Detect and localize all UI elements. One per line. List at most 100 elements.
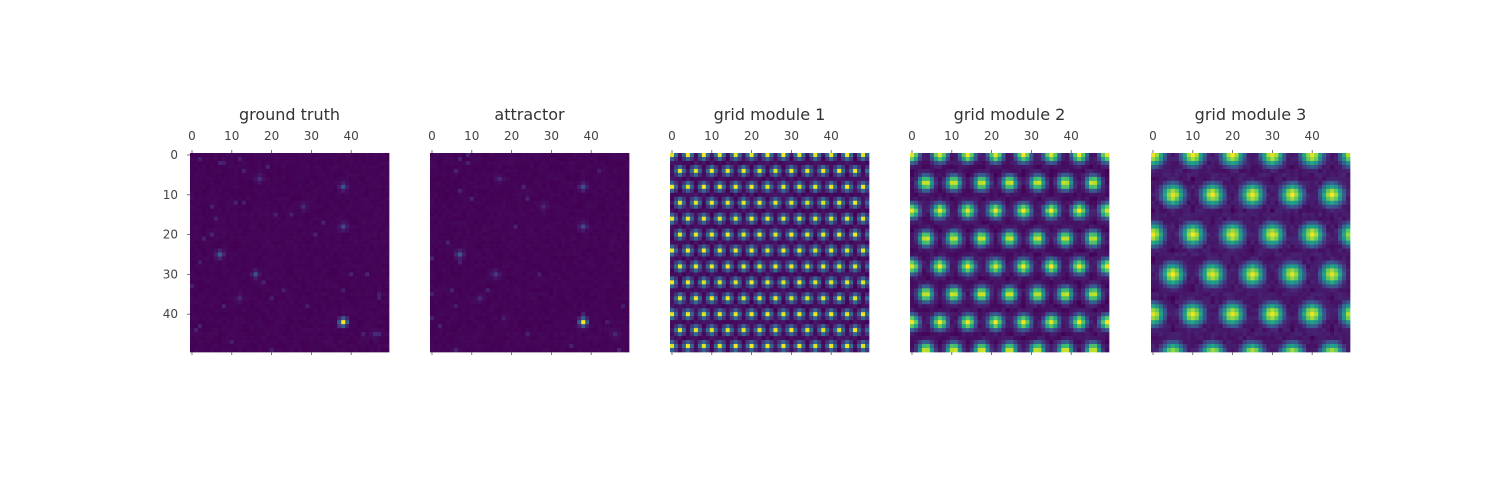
heatmap-cell: [265, 324, 270, 329]
heatmap-cell: [349, 216, 354, 222]
heatmap-cell: [513, 192, 518, 198]
heatmap-cell: [581, 228, 586, 233]
heatmap-cell: [573, 344, 578, 349]
heatmap-cell: [489, 153, 495, 158]
heatmap-cell: [381, 300, 386, 305]
heatmap-cell: [549, 332, 554, 337]
heatmap-cell: [293, 248, 298, 253]
heatmap-cell: [305, 156, 310, 162]
heatmap-cell: [249, 336, 255, 341]
heatmap-cell: [449, 196, 455, 202]
heatmap-cell: [449, 168, 455, 174]
heatmap-cell: [621, 192, 626, 198]
heatmap-cell: [437, 328, 443, 333]
heatmap-cell: [245, 264, 251, 269]
heatmap-cell: [201, 232, 207, 237]
heatmap-cell: [477, 320, 483, 325]
heatmap-cell: [233, 216, 239, 222]
heatmap-cell: [557, 196, 562, 202]
heatmap-cell: [341, 252, 346, 257]
heatmap-cell: [237, 304, 243, 309]
heatmap-cell: [385, 272, 390, 277]
heatmap-cell: [261, 268, 266, 273]
heatmap-cell: [233, 244, 239, 249]
heatmap-cell: [461, 248, 467, 253]
heatmap-cell: [521, 280, 526, 285]
y-tick-label: 20: [163, 228, 178, 242]
heatmap-cell: [517, 204, 522, 210]
heatmap-cell: [529, 160, 534, 166]
heatmap-cell: [257, 224, 262, 229]
heatmap-cell: [489, 264, 495, 269]
heatmap-cell: [565, 240, 570, 245]
heatmap-cell: [197, 168, 203, 174]
heatmap-cell: [449, 204, 455, 210]
heatmap-cell: [325, 244, 330, 249]
heatmap-cell: [273, 192, 278, 198]
heatmap-cell: [597, 176, 602, 182]
heatmap-cell: [289, 288, 294, 293]
heatmap-cell: [257, 244, 262, 249]
heatmap-cell: [553, 176, 558, 182]
heatmap-cell: [625, 220, 630, 225]
heatmap-cell: [261, 184, 266, 190]
heatmap-cell: [257, 288, 262, 293]
heatmap-cell: [489, 328, 495, 333]
heatmap-cell: [337, 153, 342, 158]
heatmap-cell: [461, 264, 467, 269]
heatmap-cell: [457, 256, 463, 261]
heatmap-cell: [605, 196, 610, 202]
heatmap-cell: [197, 288, 203, 293]
heatmap-cell: [201, 308, 207, 313]
heatmap-cell: [309, 272, 314, 277]
heatmap-cell: [549, 216, 554, 222]
heatmap-cell: [601, 332, 606, 337]
heatmap-cell: [497, 212, 502, 218]
heatmap-cell: [209, 212, 215, 218]
heatmap-cell: [561, 180, 566, 186]
heatmap-cell: [281, 240, 286, 245]
heatmap-cell: [313, 196, 318, 202]
heatmap-cell: [333, 344, 338, 349]
heatmap-cell: [521, 156, 526, 162]
heatmap-cell: [533, 228, 538, 233]
heatmap-cell: [369, 264, 374, 269]
heatmap-cell: [317, 208, 322, 214]
heatmap-cell: [589, 156, 594, 162]
heatmap-cell: [249, 168, 255, 174]
heatmap-cell: [217, 192, 223, 198]
heatmap-cell: [430, 344, 435, 349]
heatmap-cell: [285, 340, 290, 345]
heatmap-cell: [297, 268, 302, 273]
heatmap-cell: [489, 192, 495, 198]
heatmap-cell: [525, 176, 530, 182]
heatmap-cell: [573, 172, 578, 178]
heatmap-cell: [593, 336, 598, 341]
heatmap-cell: [537, 260, 542, 265]
heatmap-cell: [473, 304, 479, 309]
heatmap-cell: [285, 256, 290, 261]
heatmap-cell: [561, 200, 566, 206]
heatmap-cell: [341, 340, 346, 345]
heatmap-cell: [205, 340, 211, 345]
heatmap-cell: [469, 184, 475, 190]
heatmap-cell: [445, 332, 451, 337]
heatmap-cell: [469, 232, 475, 237]
heatmap-cell: [609, 176, 614, 182]
heatmap-cell: [237, 204, 243, 210]
heatmap-cell: [309, 224, 314, 229]
heatmap-cell: [545, 232, 550, 237]
heatmap-cell: [329, 216, 334, 222]
heatmap-cell: [577, 168, 582, 174]
heatmap-cell: [613, 276, 618, 281]
heatmap-cell: [577, 256, 582, 261]
heatmap-cell: [505, 304, 510, 309]
heatmap-cell: [233, 224, 239, 229]
heatmap-cell: [301, 216, 306, 222]
heatmap-cell: [329, 344, 334, 349]
heatmap-cell: [625, 300, 630, 305]
heatmap-cell: [621, 184, 626, 190]
heatmap-cell: [473, 252, 479, 257]
heatmap-cell: [305, 324, 310, 329]
heatmap-cell: [430, 308, 435, 313]
